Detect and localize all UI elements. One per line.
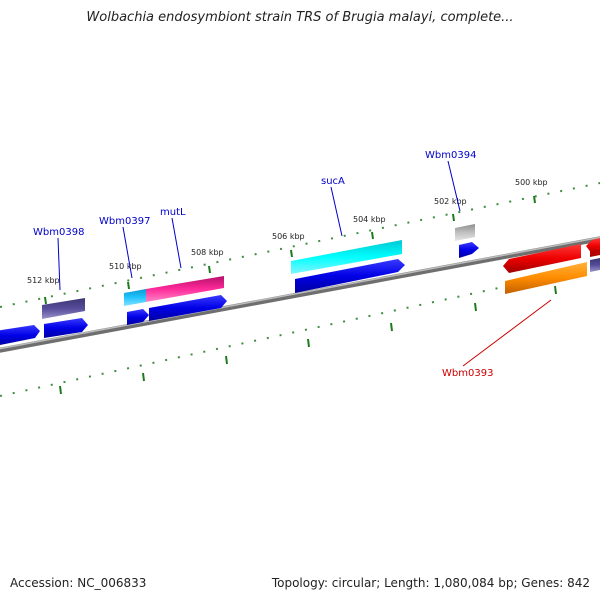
genome-backbone [0, 236, 600, 353]
tick-label-508: 508 kbp [191, 248, 224, 257]
tick-mark-510 [127, 281, 130, 290]
cog-bar-wbm0393[interactable] [505, 262, 587, 294]
cog-bar-mutl[interactable] [146, 276, 224, 302]
cds-arrow-wbm0397[interactable] [127, 309, 149, 325]
cds-arrow-suca[interactable] [295, 259, 405, 293]
leader-wbm0393 [462, 299, 552, 367]
tick-mark-500 [533, 195, 536, 204]
cds-arrow-wbm0393[interactable] [503, 244, 581, 273]
tick-mark-504 [371, 231, 374, 240]
cog-bar-wbm0397[interactable] [124, 289, 146, 306]
tick-mark-506 [290, 249, 293, 258]
tick-label-510: 510 kbp [109, 262, 142, 271]
leader-mutl [171, 217, 182, 269]
cds-arrow-wbm0394[interactable] [459, 242, 479, 258]
cds-arrow-mutl[interactable] [149, 295, 227, 321]
tick-label-500: 500 kbp [515, 178, 548, 187]
gene-label-wbm0397[interactable]: Wbm0397 [99, 216, 150, 227]
lower-tick-ruler [0, 265, 600, 397]
cds-arrow-wbm0398[interactable] [44, 318, 88, 338]
gene-label-mutl[interactable]: mutL [160, 207, 186, 218]
tick-mark-512 [44, 296, 47, 305]
topology-summary: Topology: circular; Length: 1,080,084 bp… [271, 576, 590, 590]
tick-label-502: 502 kbp [434, 197, 467, 206]
cog-bar-wbm0398[interactable] [42, 298, 85, 319]
gene-label-wbm0394[interactable]: Wbm0394 [425, 150, 476, 161]
cog-bar-wbm0394[interactable] [455, 224, 475, 241]
gene-label-suca[interactable]: sucA [321, 176, 345, 187]
cds-arrow-left-edge[interactable] [0, 325, 40, 346]
leader-wbm0397 [122, 226, 133, 279]
upper-tick-ruler [0, 182, 600, 308]
tick-label-506: 506 kbp [272, 232, 305, 241]
leader-wbm0398 [57, 237, 61, 291]
cds-arrow-right-edge[interactable] [586, 238, 600, 254]
cog-bar-suca[interactable] [291, 240, 402, 274]
leader-lines [57, 160, 552, 367]
leader-suca [330, 186, 343, 237]
tick-mark-502 [452, 213, 455, 222]
accession-text: Accession: NC_006833 [10, 576, 147, 590]
cog-bar-right-edge-2[interactable] [590, 258, 600, 272]
tick-mark-508 [208, 265, 211, 274]
tick-label-504: 504 kbp [353, 215, 386, 224]
tick-label-512: 512 kbp [27, 276, 60, 285]
leader-wbm0394 [447, 160, 461, 212]
gene-label-wbm0398[interactable]: Wbm0398 [33, 227, 84, 238]
map-title: Wolbachia endosymbiont strain TRS of Bru… [86, 10, 514, 25]
gene-label-wbm0393[interactable]: Wbm0393 [442, 368, 493, 379]
